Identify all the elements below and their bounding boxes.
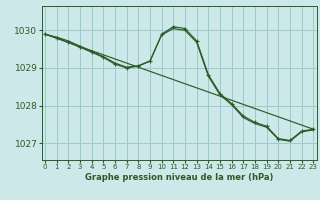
X-axis label: Graphe pression niveau de la mer (hPa): Graphe pression niveau de la mer (hPa): [85, 173, 273, 182]
